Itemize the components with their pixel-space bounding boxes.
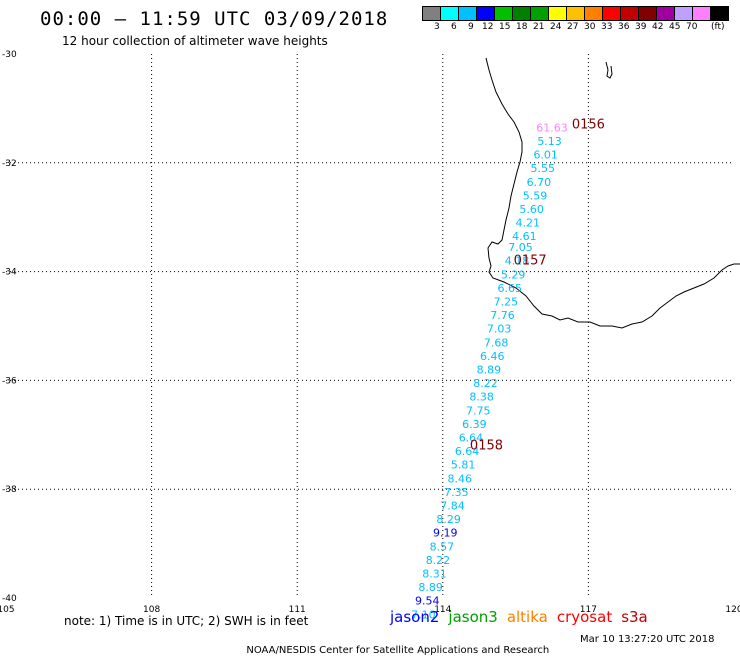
wave-height-value: 7.75 <box>466 404 491 417</box>
lat-tick-label: -40 <box>2 594 17 604</box>
wave-height-value: 8.31 <box>422 568 447 581</box>
wave-height-map: 105 108 111 114 117 120 -30 -32 -34 -36 -38 -40 61.… <box>0 50 740 621</box>
lon-tick-label: 105 <box>0 605 15 615</box>
map-grid <box>6 54 734 598</box>
lon-tick-label: 111 <box>289 605 306 615</box>
wave-height-value: 5.59 <box>523 189 548 202</box>
lon-tick-label: 120 <box>725 605 740 615</box>
wave-height-value: 8.38 <box>469 391 494 404</box>
wave-height-value: 6.46 <box>480 350 505 363</box>
wave-height-value: 4.18 <box>505 255 530 268</box>
wave-height-value: 61.63 <box>536 121 568 134</box>
wave-height-value: 5.55 <box>531 162 556 175</box>
axis-labels: 105 108 111 114 117 120 -30 -32 -34 -36 -38 -40 <box>0 50 740 615</box>
coastline <box>485 57 740 329</box>
legend-label: 36 <box>618 22 630 32</box>
satellite-cryosat: cryosat <box>556 608 613 626</box>
legend-label: 33 <box>601 22 613 32</box>
wave-height-value: 8.89 <box>418 581 443 594</box>
wave-height-value: 9.19 <box>433 527 458 540</box>
wave-height-value: 7.10 <box>411 608 436 621</box>
wave-height-labels: 61.635.136.015.556.705.595.604.214.617.0… <box>411 121 568 621</box>
wave-height-value: 8.89 <box>477 364 502 377</box>
lat-tick-label: -34 <box>2 268 17 278</box>
wave-height-value: 8.29 <box>436 513 461 526</box>
page-subtitle: 12 hour collection of altimeter wave hei… <box>62 34 328 48</box>
wave-height-value: 8.57 <box>430 540 455 553</box>
lon-tick-label: 117 <box>580 605 597 615</box>
wave-height-value: 7.03 <box>487 323 512 336</box>
satellite-legend: jason2 jason3 altika cryosat s3a <box>390 608 657 626</box>
wave-height-value: 5.60 <box>519 203 544 216</box>
wave-height-value: 5.29 <box>501 268 526 281</box>
satellite-altika: altika <box>506 608 548 626</box>
wave-height-value: 7.35 <box>444 486 469 499</box>
wave-height-value: 6.01 <box>533 149 558 162</box>
legend-label: 18 <box>516 22 528 32</box>
legend-label: 42 <box>652 22 664 32</box>
wave-height-value: 8.46 <box>448 472 473 485</box>
satellite-s3a: s3a <box>621 608 648 626</box>
pass-number: 0157 <box>514 254 547 269</box>
legend-label: 45 <box>669 22 681 32</box>
coastline-island <box>605 61 613 79</box>
footnote: note: 1) Time is in UTC; 2) SWH is in fe… <box>64 614 309 628</box>
wave-height-value: 7.05 <box>508 241 533 254</box>
legend-unit: (ft) <box>711 22 725 32</box>
legend-label: 9 <box>468 22 474 32</box>
wave-height-value: 6.39 <box>462 418 487 431</box>
lon-tick-label: 108 <box>143 605 160 615</box>
wave-height-value: 7.25 <box>494 296 519 309</box>
lat-tick-label: -32 <box>2 159 17 169</box>
wave-height-value: 4.61 <box>512 230 537 243</box>
color-legend <box>422 6 729 21</box>
legend-swatch <box>710 6 729 21</box>
credit-text: NOAA/NESDIS Center for Satellite Applica… <box>246 645 550 656</box>
wave-height-value: 8.22 <box>473 377 498 390</box>
legend-label: 39 <box>635 22 647 32</box>
lon-tick-label: 114 <box>434 605 451 615</box>
wave-height-value: 7.84 <box>440 500 465 513</box>
wave-height-value: 9.54 <box>415 595 440 608</box>
legend-label: 30 <box>584 22 596 32</box>
wave-height-value: 6.70 <box>527 176 552 189</box>
page-title: 00:00 — 11:59 UTC 03/09/2018 <box>40 8 389 30</box>
wave-height-value: 4.21 <box>515 217 540 230</box>
legend-label: 15 <box>499 22 511 32</box>
wave-height-value: 7.68 <box>484 336 509 349</box>
legend-label: 6 <box>451 22 457 32</box>
legend-label: 27 <box>567 22 579 32</box>
wave-height-value: 7.76 <box>490 309 515 322</box>
wave-height-value: 6.64 <box>459 432 484 445</box>
legend-label: 3 <box>434 22 440 32</box>
wave-height-value: 6.65 <box>498 282 523 295</box>
pass-labels: 0156 0157 0158 <box>470 118 605 454</box>
pass-number: 0156 <box>572 118 605 133</box>
wave-height-value: 8.22 <box>426 554 451 567</box>
legend-label: 24 <box>550 22 562 32</box>
legend-label: 70 <box>686 22 698 32</box>
lat-tick-label: -36 <box>2 376 17 386</box>
wave-height-value: 5.13 <box>537 135 562 148</box>
wave-height-value: 5.81 <box>451 459 476 472</box>
wave-height-value: 6.64 <box>455 445 480 458</box>
legend-label: 12 <box>482 22 494 32</box>
satellite-jason3: jason3 <box>448 608 498 626</box>
legend-label: 21 <box>533 22 545 32</box>
lat-tick-label: -38 <box>2 485 17 495</box>
generated-timestamp: Mar 10 13:27:20 UTC 2018 <box>580 634 715 645</box>
satellite-jason2: jason2 <box>390 608 440 626</box>
lat-tick-label: -30 <box>2 50 17 60</box>
pass-number: 0158 <box>470 439 503 454</box>
credit-line: NOAA/NESDIS Center for Satellite Applica… <box>240 634 714 667</box>
